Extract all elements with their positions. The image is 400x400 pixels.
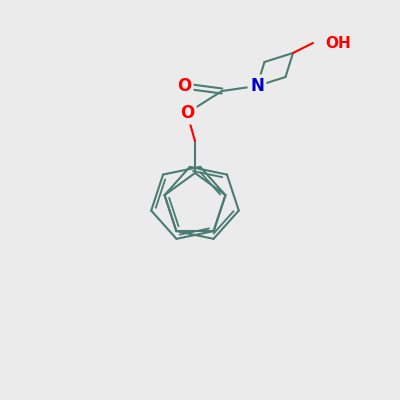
Text: O: O [180, 104, 194, 122]
Text: O: O [177, 77, 191, 95]
Text: OH: OH [325, 36, 351, 50]
Text: N: N [250, 77, 264, 95]
